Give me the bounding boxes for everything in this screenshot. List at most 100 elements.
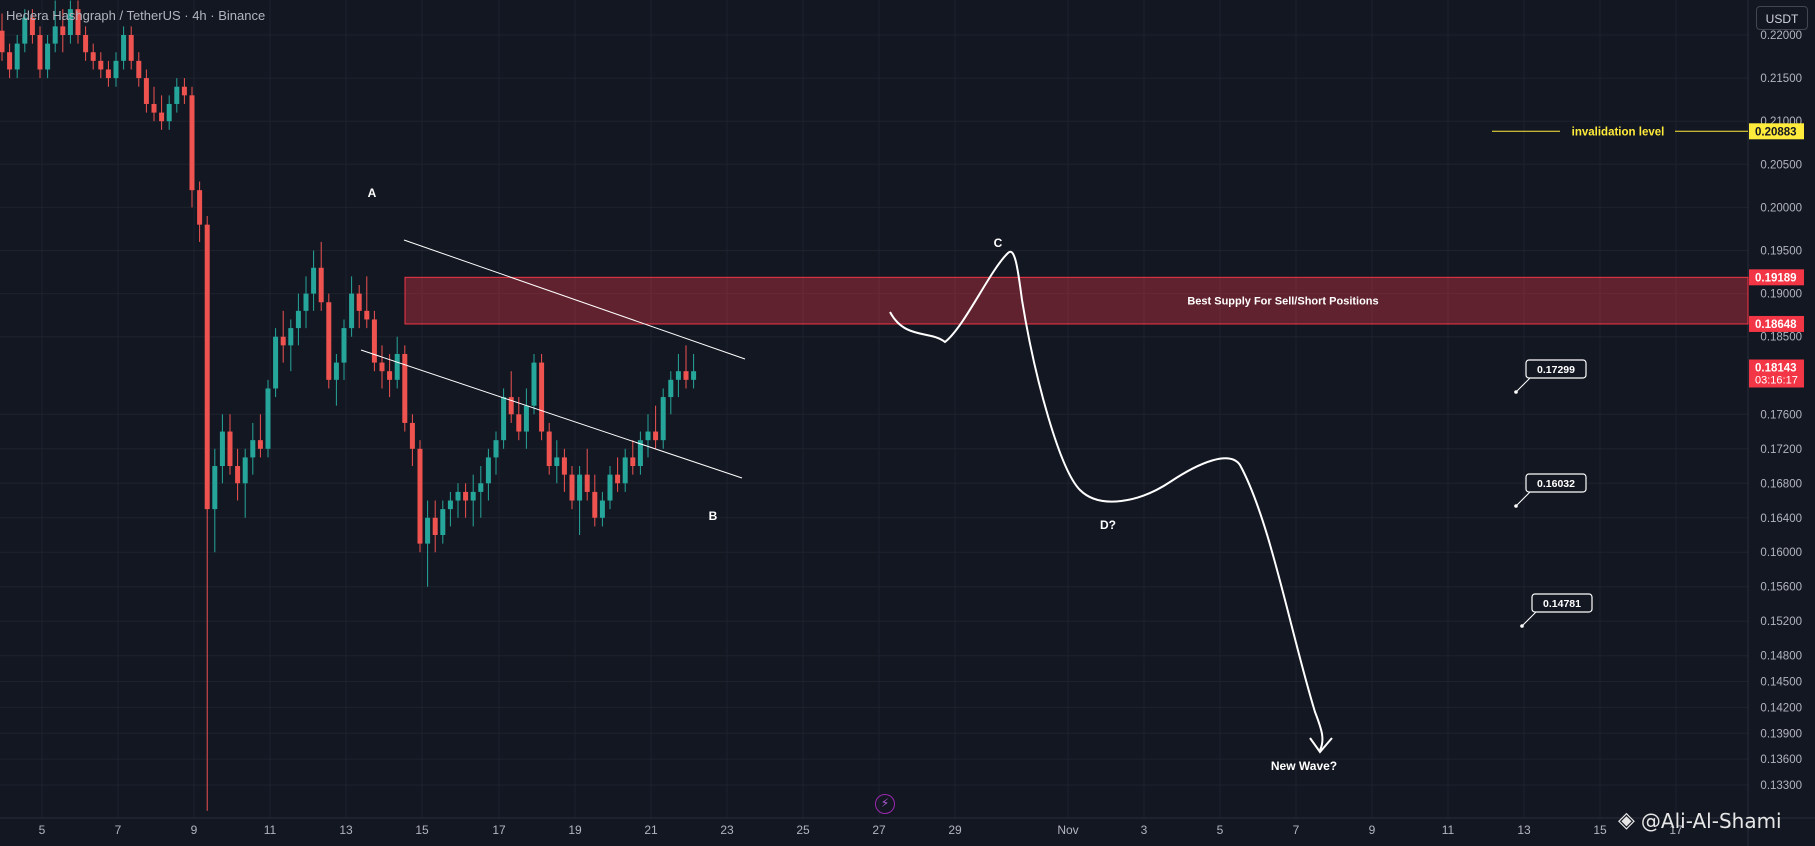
candle-body [121,35,127,61]
price-tick-label: 0.15200 [1760,616,1802,628]
candle-body [432,517,438,535]
target-box [1525,473,1587,493]
candle-body [136,60,142,79]
price-axis-badge-text: 0.19189 [1755,272,1797,284]
candle-body [691,371,697,380]
candle-body [417,448,423,544]
price-tick-label: 0.16800 [1760,478,1802,490]
price-axis-badge [1749,315,1804,332]
candle-body [455,491,461,501]
candle-body [0,30,5,53]
candle-body [683,371,689,380]
candle-body [341,328,347,363]
price-tick-label: 0.21500 [1760,73,1802,85]
candle-body [90,52,96,61]
candle-body [295,310,301,329]
time-tick-label: 13 [339,823,353,837]
target-label: 0.14781 [1543,598,1581,610]
price-axis-badge [1749,123,1804,140]
price-tick-label: 0.17600 [1760,409,1802,421]
candle-body [394,353,400,380]
candle-body [113,60,119,79]
time-tick-label: 23 [720,823,734,837]
candle-body [52,26,58,44]
time-tick-label: 9 [191,823,198,837]
candle-body [204,224,210,510]
candle-body [318,267,324,303]
time-tick-label: 27 [872,823,886,837]
candle-body [447,500,453,510]
price-tick-label: 0.19000 [1760,289,1802,301]
wave-label: B [709,509,718,523]
price-tick-label: 0.14200 [1760,702,1802,714]
symbol-title: Hedera Hashgraph / TetherUS · 4h · Binan… [6,8,266,23]
candle-body [83,35,89,53]
candle-body [303,293,309,311]
candle-body [60,26,66,35]
currency-button[interactable]: USDT [1756,6,1808,30]
candle-body [569,474,575,501]
candle-body [326,302,332,380]
candle-body [470,491,476,501]
candle-body [288,328,294,346]
time-tick-label: 3 [1141,823,1148,837]
time-tick-label: 7 [115,823,122,837]
time-tick-label: 5 [1217,823,1224,837]
candle-body [212,466,218,510]
time-tick-label: 5 [39,823,46,837]
candle-body [280,336,286,346]
candle-body [379,362,385,372]
candle-body [45,43,51,70]
candle-body [645,431,651,441]
candle-body [409,422,415,449]
target-dot [1514,504,1518,508]
price-tick-label: 0.14500 [1760,677,1802,689]
candle-body [174,86,180,104]
wave-label: D? [1100,518,1116,532]
target-box [1525,359,1587,379]
candle-body [105,69,111,79]
candle-body [584,474,590,492]
candle-body [265,388,271,449]
lightning-icon[interactable]: ⚡ [875,794,895,814]
candle-body [181,86,187,96]
candle-body [660,397,666,441]
target-pointer [1521,611,1537,627]
projection-path [889,250,1324,751]
channel-lower-line [360,349,743,479]
candle-body [364,310,370,320]
candle-body [622,457,628,484]
candle-body [22,17,28,44]
target-dot [1520,624,1524,628]
candle-body [235,466,241,484]
candle-body [592,491,598,518]
price-tick-label: 0.22000 [1760,30,1802,42]
price-axis-badge-text: 0.18648 [1755,319,1797,331]
time-tick-label: 9 [1369,823,1376,837]
candle-body [485,457,491,484]
price-tick-label: 0.20500 [1760,159,1802,171]
price-tick-label: 0.20000 [1760,202,1802,214]
candle-body [166,103,172,122]
price-tick-label: 0.16400 [1760,513,1802,525]
candle-body [14,43,20,70]
watermark-text: @Ali-Al-Shami [1640,808,1782,833]
time-tick-label: 7 [1293,823,1300,837]
price-tick-label: 0.13300 [1760,780,1802,792]
candle-body [67,9,73,35]
channel-upper-line [403,239,746,360]
time-tick-label: 17 [492,823,506,837]
candle-body [561,457,567,475]
candle-body [37,35,43,70]
projection-arrow [1309,737,1333,754]
candle-body [143,78,149,104]
candle-body [159,112,165,122]
time-tick-label: 19 [568,823,582,837]
candle-body [523,405,529,432]
price-tick-label: 0.19500 [1760,246,1802,258]
candle-body [653,431,659,441]
price-tick-label: 0.13900 [1760,728,1802,740]
binance-square-icon: ◈ [1618,808,1635,833]
